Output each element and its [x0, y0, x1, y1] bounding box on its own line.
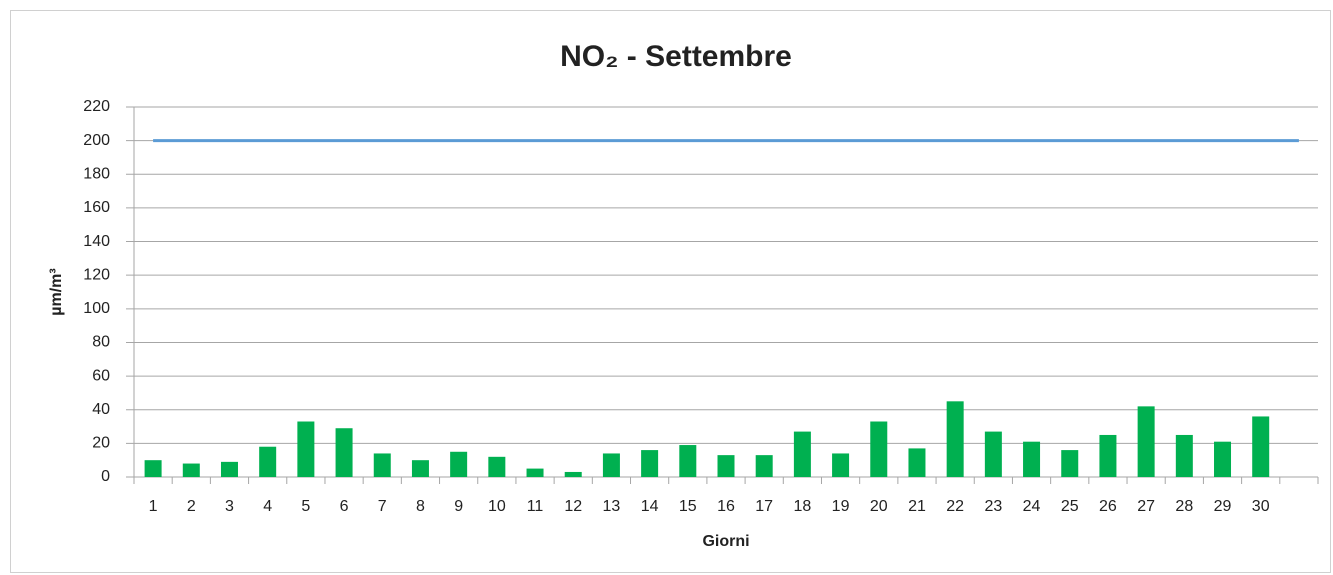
x-tick-label: 29 [1214, 498, 1232, 515]
x-tick-label: 4 [263, 498, 272, 515]
bar [717, 455, 735, 477]
bar [488, 456, 506, 477]
x-axis-label: Giorni [702, 533, 749, 550]
x-tick-label: 2 [187, 498, 196, 515]
y-tick-label: 220 [83, 98, 110, 115]
bar [641, 450, 659, 477]
bar [793, 431, 811, 477]
x-tick-label: 8 [416, 498, 425, 515]
chart-title: NO₂ - Settembre [560, 40, 792, 73]
y-tick-label: 40 [92, 401, 110, 418]
bar [297, 421, 315, 477]
x-tick-label: 24 [1023, 498, 1041, 515]
bar [870, 421, 888, 477]
bar [1252, 416, 1270, 477]
x-tick-label: 5 [301, 498, 310, 515]
bar [182, 463, 200, 477]
x-tick-label: 21 [908, 498, 926, 515]
bar [335, 428, 353, 477]
y-tick-label: 60 [92, 367, 110, 384]
x-tick-label: 11 [527, 498, 544, 515]
y-tick-label: 80 [92, 334, 110, 351]
bar [411, 460, 429, 477]
bar [1214, 441, 1232, 477]
bar [1137, 406, 1155, 477]
y-tick-label: 200 [83, 132, 110, 149]
x-tick-label: 25 [1061, 498, 1079, 515]
x-tick-label: 23 [984, 498, 1002, 515]
x-tick-label: 17 [755, 498, 773, 515]
bar [1175, 434, 1193, 477]
bar [259, 446, 277, 477]
x-tick-label: 14 [641, 498, 659, 515]
x-tick-label: 30 [1252, 498, 1270, 515]
x-tick-label: 15 [679, 498, 697, 515]
x-tick-label: 6 [340, 498, 349, 515]
bar [1099, 434, 1117, 477]
x-tick-label: 28 [1175, 498, 1193, 515]
bar [602, 453, 620, 477]
y-tick-label: 120 [83, 266, 110, 283]
y-tick-label: 0 [101, 468, 110, 485]
bar [450, 451, 468, 477]
x-tick-label: 16 [717, 498, 735, 515]
x-tick-label: 7 [378, 498, 387, 515]
bar [908, 448, 926, 477]
x-tick-label: 19 [832, 498, 850, 515]
x-tick-label: 27 [1137, 498, 1155, 515]
bar [984, 431, 1002, 477]
bar [679, 445, 697, 477]
x-tick-label: 13 [603, 498, 621, 515]
bar [946, 401, 964, 477]
bar [1023, 441, 1041, 477]
x-tick-label: 1 [149, 498, 158, 515]
x-tick-label: 3 [225, 498, 234, 515]
y-tick-label: 20 [92, 435, 110, 452]
y-axis-label: µm/m³ [48, 268, 65, 315]
bar [1061, 450, 1079, 477]
x-tick-label: 26 [1099, 498, 1117, 515]
y-tick-label: 180 [83, 165, 110, 182]
x-tick-label: 18 [793, 498, 811, 515]
bar [373, 453, 391, 477]
x-tick-label: 20 [870, 498, 888, 515]
bar [832, 453, 850, 477]
bar [755, 455, 773, 477]
bar [220, 461, 238, 477]
x-tick-label: 12 [564, 498, 582, 515]
bar [144, 460, 162, 477]
x-tick-label: 10 [488, 498, 506, 515]
chart-frame [10, 10, 1331, 573]
x-tick-label: 22 [946, 498, 964, 515]
bar [526, 468, 544, 477]
y-tick-label: 100 [83, 300, 110, 317]
x-tick-label: 9 [454, 498, 463, 515]
y-tick-label: 160 [83, 199, 110, 216]
bar [564, 471, 582, 477]
y-tick-label: 140 [83, 233, 110, 250]
